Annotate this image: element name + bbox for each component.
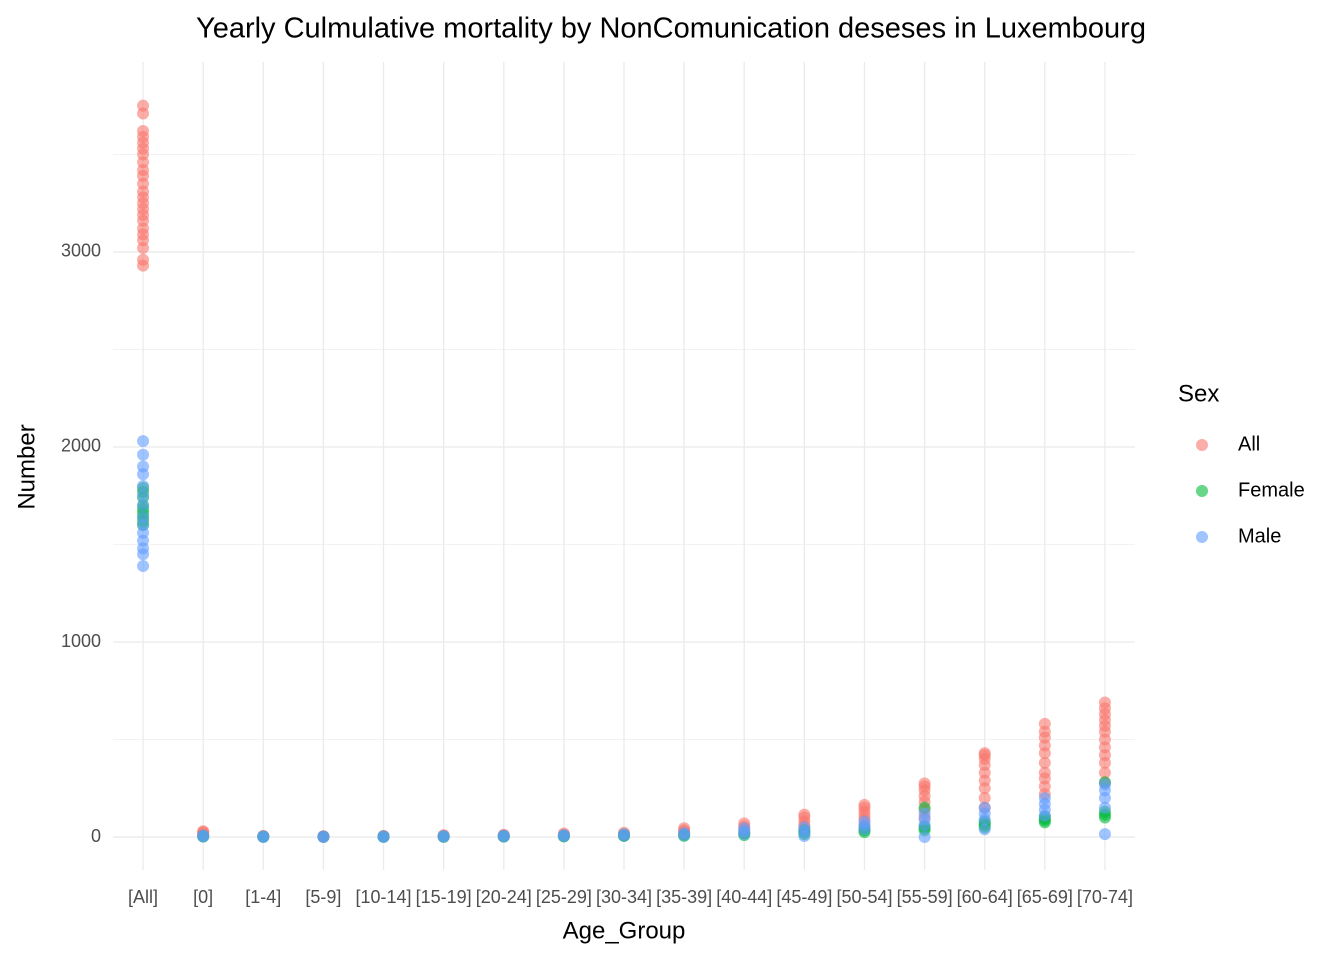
- point: [137, 460, 150, 473]
- legend-key: [1196, 439, 1208, 451]
- x-axis-title: Age_Group: [563, 917, 686, 944]
- y-tick-label: 0: [91, 826, 101, 846]
- point: [1098, 801, 1111, 814]
- x-tick-label: [20-24]: [476, 887, 532, 907]
- point: [257, 830, 270, 843]
- point: [137, 253, 150, 266]
- y-tick-label: 3000: [61, 241, 101, 261]
- y-tick-label: 2000: [61, 436, 101, 456]
- chart-title: Yearly Culmulative mortality by NonComun…: [196, 13, 1146, 45]
- point: [978, 792, 991, 805]
- point: [137, 435, 150, 448]
- point: [1038, 717, 1051, 730]
- point: [918, 777, 931, 790]
- legend-label: Female: [1238, 479, 1305, 501]
- y-axis-title: Number: [13, 424, 40, 509]
- point: [437, 830, 450, 843]
- x-tick-label: [15-19]: [416, 887, 472, 907]
- point: [1038, 766, 1051, 779]
- point: [377, 830, 390, 843]
- legend-key: [1196, 485, 1208, 497]
- point: [137, 489, 150, 502]
- point: [798, 808, 811, 821]
- point: [137, 511, 150, 524]
- x-tick-label: [5-9]: [305, 887, 341, 907]
- legend-key: [1196, 531, 1208, 543]
- point: [1098, 696, 1111, 709]
- x-tick-label: [1-4]: [245, 887, 281, 907]
- legend-label: All: [1238, 433, 1260, 455]
- x-tick-label: [35-39]: [656, 887, 712, 907]
- point: [1038, 792, 1051, 805]
- point: [497, 829, 510, 842]
- point: [618, 828, 630, 841]
- point: [978, 823, 991, 836]
- point: [858, 798, 871, 811]
- point: [137, 99, 150, 112]
- point: [978, 747, 991, 760]
- point: [918, 831, 931, 844]
- x-tick-label: [60-64]: [957, 887, 1013, 907]
- x-tick-label: [0]: [193, 887, 213, 907]
- point: [1098, 766, 1111, 779]
- point: [137, 499, 150, 512]
- point: [137, 125, 150, 138]
- point: [197, 829, 210, 842]
- point: [918, 807, 931, 820]
- point: [317, 830, 330, 843]
- point: [1098, 778, 1111, 791]
- point: [137, 559, 150, 572]
- point: [858, 815, 871, 828]
- x-tick-label: [50-54]: [836, 887, 892, 907]
- x-tick-label: [10-14]: [356, 887, 412, 907]
- point: [738, 822, 751, 835]
- x-tick-label: [70-74]: [1077, 887, 1133, 907]
- point: [798, 821, 811, 834]
- point: [1098, 828, 1111, 841]
- marks: [137, 99, 1111, 844]
- x-tick-label: [40-44]: [716, 887, 772, 907]
- point: [137, 448, 150, 461]
- x-tick-label: [55-59]: [897, 887, 953, 907]
- point: [678, 827, 691, 840]
- point: [1038, 756, 1051, 769]
- x-tick-label: [All]: [128, 887, 158, 907]
- point: [137, 479, 150, 492]
- legend-label: Male: [1238, 525, 1281, 547]
- grid: [113, 62, 1135, 870]
- x-tick-label: [25-29]: [536, 887, 592, 907]
- point: [557, 829, 570, 842]
- legend-title: Sex: [1178, 380, 1219, 407]
- point: [978, 801, 991, 814]
- x-tick-label: [30-34]: [596, 887, 652, 907]
- y-tick-label: 1000: [61, 631, 101, 651]
- x-tick-label: [45-49]: [776, 887, 832, 907]
- x-tick-label: [65-69]: [1017, 887, 1073, 907]
